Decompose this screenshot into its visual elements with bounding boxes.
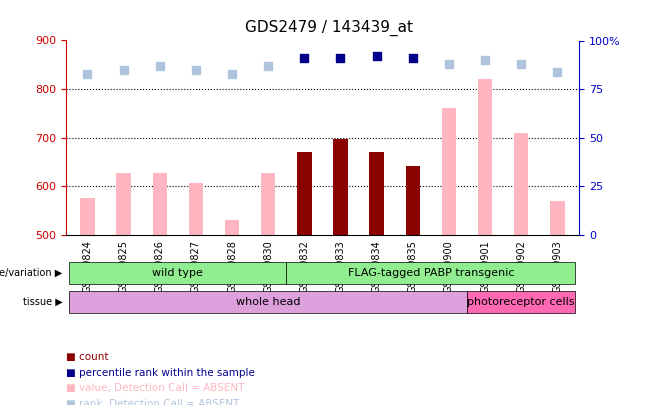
Bar — [442, 108, 456, 235]
Point — [82, 70, 93, 77]
Bar — [550, 201, 565, 235]
Point — [443, 61, 454, 67]
Point — [407, 55, 418, 61]
FancyBboxPatch shape — [467, 291, 576, 313]
Text: ■ value, Detection Call = ABSENT: ■ value, Detection Call = ABSENT — [66, 383, 244, 393]
Text: photoreceptor cells: photoreceptor cells — [467, 297, 575, 307]
Text: FLAG-tagged PABP transgenic: FLAG-tagged PABP transgenic — [347, 269, 514, 278]
Bar — [333, 139, 347, 235]
Bar — [153, 173, 167, 235]
Text: GDS2479 / 143439_at: GDS2479 / 143439_at — [245, 20, 413, 36]
Bar — [189, 183, 203, 235]
Text: whole head: whole head — [236, 297, 301, 307]
FancyBboxPatch shape — [69, 262, 286, 284]
Text: ■ count: ■ count — [66, 352, 109, 362]
Text: wild type: wild type — [153, 269, 203, 278]
Bar — [261, 173, 276, 235]
Point — [118, 66, 129, 73]
Point — [155, 62, 165, 69]
Bar — [369, 152, 384, 235]
Bar — [514, 133, 528, 235]
Point — [191, 66, 201, 73]
Point — [480, 57, 490, 63]
Point — [335, 55, 345, 61]
FancyBboxPatch shape — [286, 262, 576, 284]
Text: genotype/variation ▶: genotype/variation ▶ — [0, 269, 63, 278]
Text: ■ rank, Detection Call = ABSENT: ■ rank, Detection Call = ABSENT — [66, 399, 239, 405]
Point — [516, 61, 526, 67]
Bar — [405, 166, 420, 235]
Bar — [478, 79, 492, 235]
Text: tissue ▶: tissue ▶ — [23, 297, 63, 307]
Point — [299, 55, 310, 61]
FancyBboxPatch shape — [69, 291, 467, 313]
Point — [552, 68, 563, 75]
Bar — [225, 220, 240, 235]
Bar — [297, 152, 312, 235]
Text: ■ percentile rank within the sample: ■ percentile rank within the sample — [66, 368, 255, 378]
Bar — [80, 198, 95, 235]
Bar — [116, 173, 131, 235]
Point — [227, 70, 238, 77]
Point — [263, 62, 274, 69]
Point — [371, 53, 382, 59]
